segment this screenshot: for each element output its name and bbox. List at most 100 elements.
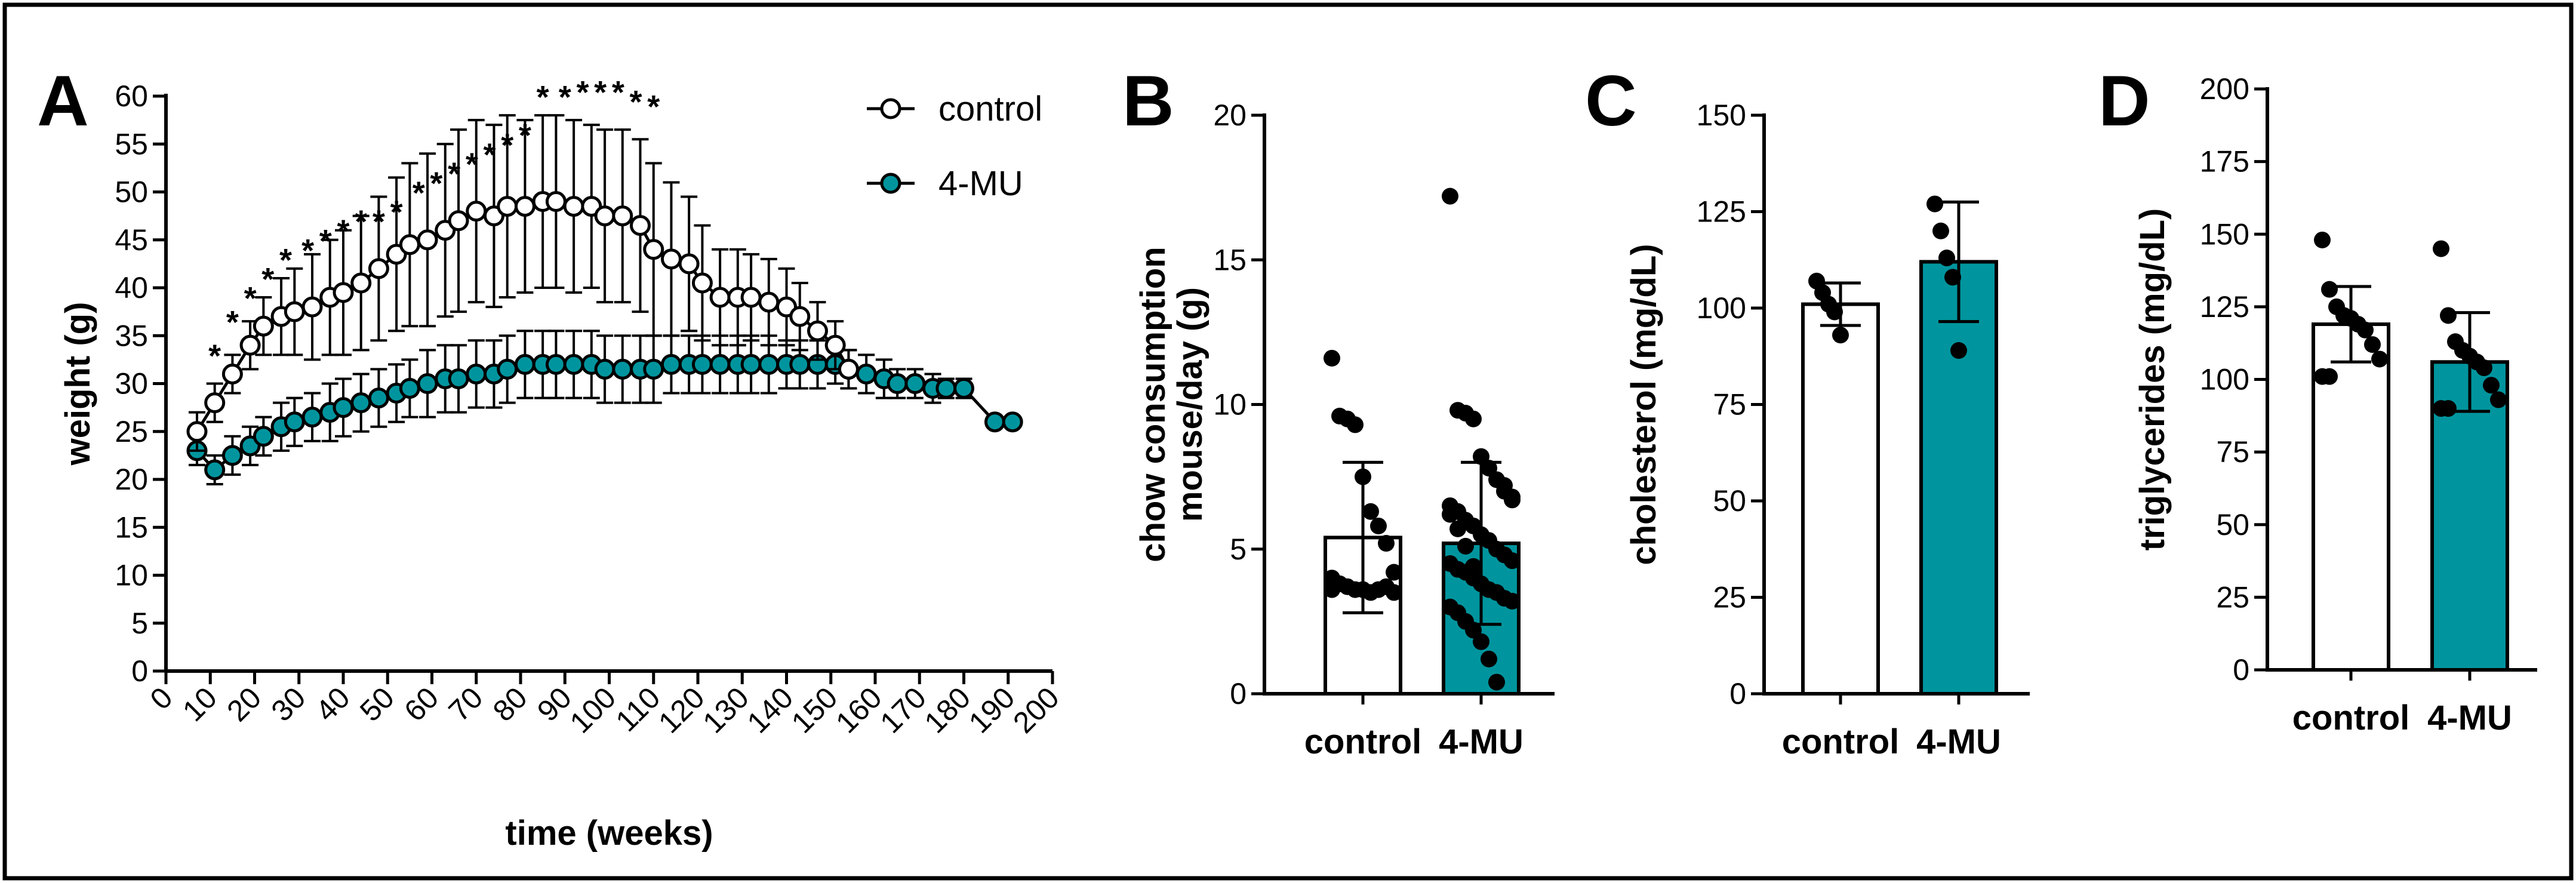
- data-point: [1386, 584, 1402, 601]
- data-point: [1481, 650, 1497, 667]
- panel-d-bar-chart: 0 25 50 75 100 125 150 175 200 triglycerides (mg/…: [2133, 72, 2537, 737]
- data-point: [466, 363, 487, 384]
- data-point: [824, 334, 846, 356]
- y-tick-label: 45: [115, 223, 148, 257]
- x-axis-title: time (weeks): [505, 814, 713, 853]
- data-point: [1950, 342, 1967, 359]
- data-point: [284, 301, 305, 322]
- data-point: [758, 353, 780, 375]
- bar-4-mu: [1919, 260, 1998, 696]
- y-tick-label: 150: [2200, 217, 2249, 251]
- data-point: [594, 358, 615, 380]
- data-point: [1832, 327, 1849, 344]
- data-point: [1347, 416, 1364, 433]
- y-tick-label: 10: [1213, 388, 1247, 421]
- panel-letter-a: A: [37, 61, 89, 141]
- y-tick-label: 75: [2216, 435, 2249, 469]
- panel-c-bar-chart: 0 25 50 75 100 125 150 cholesterol (mg/dL) contr…: [1624, 99, 2030, 761]
- y-tick-label: 35: [115, 319, 148, 352]
- data-point: [1496, 477, 1513, 494]
- data-point: [2321, 281, 2338, 298]
- data-point: [333, 282, 354, 303]
- significance-marker: *: [430, 165, 442, 201]
- significance-marker: *: [630, 84, 642, 120]
- data-point: [1370, 517, 1387, 534]
- data-point: [678, 253, 700, 275]
- data-point: [204, 392, 226, 414]
- data-point: [1002, 411, 1023, 433]
- data-point: [399, 378, 420, 399]
- data-point: [2314, 231, 2331, 248]
- data-point: [186, 421, 208, 442]
- data-point: [2357, 321, 2374, 339]
- data-point: [563, 196, 584, 217]
- data-point: [789, 306, 811, 327]
- x-category-label: 4-MU: [2427, 699, 2512, 737]
- y-axis-title: weight (g): [59, 302, 97, 466]
- data-point: [1324, 349, 1340, 367]
- data-point: [545, 191, 567, 213]
- data-point: [448, 210, 469, 232]
- data-point: [2483, 377, 2500, 394]
- data-point: [1465, 410, 1482, 427]
- significance-marker: *: [208, 338, 221, 374]
- y-tick-label: 50: [1713, 484, 1746, 518]
- data-point: [838, 358, 859, 380]
- data-point: [204, 459, 226, 481]
- data-point: [740, 353, 762, 375]
- data-point: [239, 334, 261, 356]
- data-point: [2440, 400, 2457, 417]
- panel-letter-d: D: [2098, 61, 2150, 141]
- data-point: [1465, 558, 1482, 575]
- data-point: [301, 407, 323, 428]
- data-point: [612, 358, 633, 380]
- y-tick-label: 25: [115, 415, 148, 448]
- data-point: [301, 296, 323, 318]
- data-point: [284, 411, 305, 433]
- data-point: [1442, 187, 1458, 205]
- data-point: [417, 229, 438, 251]
- significance-marker: *: [301, 233, 314, 269]
- data-point: [709, 287, 731, 308]
- significance-marker: *: [484, 137, 496, 173]
- y-tick-label: 30: [115, 367, 148, 401]
- significance-marker: *: [390, 195, 403, 230]
- data-point: [514, 196, 535, 217]
- data-point: [855, 363, 877, 384]
- data-point: [399, 234, 420, 256]
- data-point: [253, 426, 274, 447]
- y-tick-label: 15: [1213, 243, 1247, 276]
- data-point: [984, 411, 1005, 433]
- data-point: [691, 353, 713, 375]
- data-point: [333, 397, 354, 419]
- significance-marker: *: [373, 204, 385, 240]
- y-tick-label: 175: [2200, 145, 2249, 179]
- data-point: [643, 239, 664, 260]
- significance-marker: *: [448, 156, 460, 192]
- data-point: [2364, 336, 2381, 353]
- significance-marker: *: [261, 261, 274, 297]
- data-point: [368, 258, 389, 279]
- data-point: [1926, 195, 1943, 213]
- data-point: [466, 201, 487, 222]
- data-point: [1504, 491, 1521, 509]
- data-point: [612, 205, 633, 227]
- y-tick-label: 40: [115, 271, 148, 304]
- y-tick-label: 5: [131, 607, 148, 640]
- significance-marker: *: [413, 176, 425, 211]
- data-point: [545, 353, 567, 375]
- x-category-label: control: [2292, 699, 2410, 737]
- significance-marker: *: [594, 75, 607, 110]
- y-tick-label: 50: [115, 176, 148, 209]
- data-point: [1938, 250, 1955, 267]
- y-axis-title: cholesterol (mg/dL): [1624, 244, 1663, 565]
- data-point: [643, 358, 664, 380]
- series-control: [186, 114, 859, 452]
- legend-label-4-mu: 4-MU: [938, 164, 1023, 203]
- significance-marker: *: [319, 223, 332, 259]
- data-point: [514, 353, 535, 375]
- y-tick-label: 50: [2216, 508, 2249, 542]
- data-point: [2440, 307, 2457, 324]
- data-point: [1378, 535, 1395, 552]
